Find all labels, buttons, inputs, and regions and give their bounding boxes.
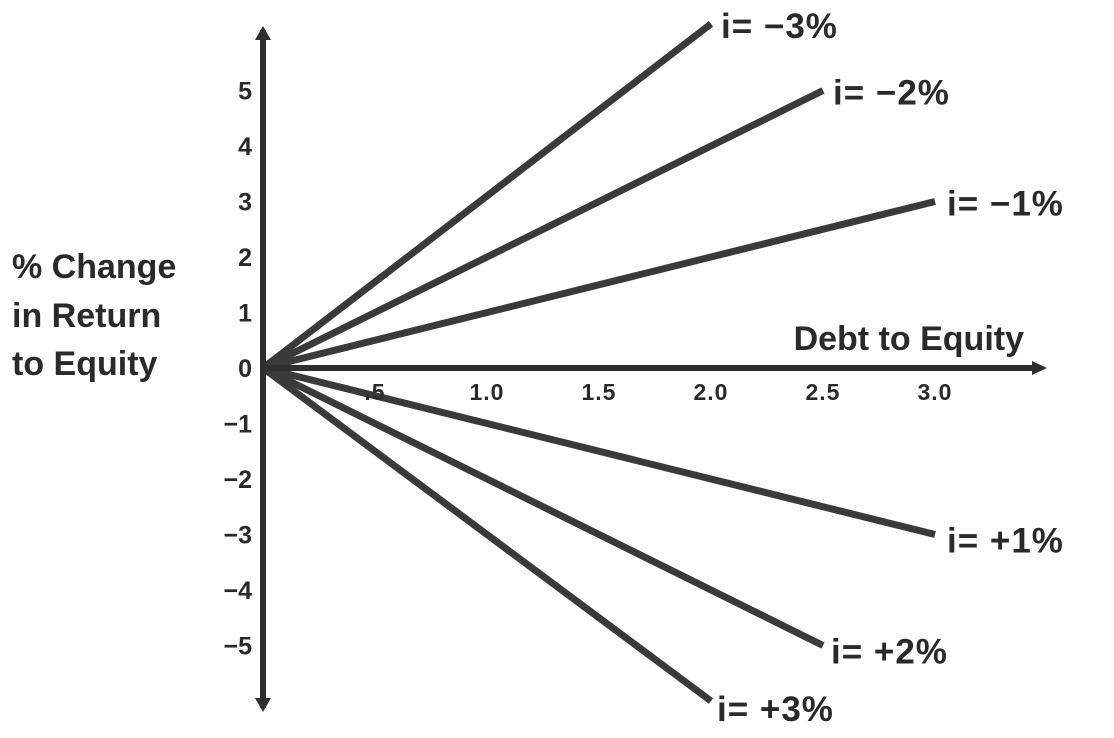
series-line-2: [261, 87, 825, 372]
series-label-4: i= +1%: [947, 522, 1064, 561]
x-tick-label: .5: [364, 379, 385, 405]
x-tick-label: 3.0: [918, 379, 953, 405]
series-layer: [260, 21, 936, 704]
x-tick-label: 2.5: [806, 379, 841, 405]
y-axis-title-line-3: to Equity: [12, 345, 158, 383]
x-tick-label: 1.0: [470, 379, 505, 405]
series-label-6: i= +3%: [717, 690, 834, 729]
series-label-2: i= −2%: [833, 74, 950, 113]
series-line-4: [262, 364, 936, 538]
x-tick-labels: .5 1.0 1.5 2.0 2.5 3.0: [364, 379, 953, 405]
y-tick-label: −5: [223, 633, 252, 661]
y-axis-arrow-top: [255, 26, 271, 40]
series-line-6: [260, 365, 714, 704]
y-tick-label: −2: [223, 466, 252, 494]
series-label-5: i= +2%: [831, 633, 948, 672]
series-line-1: [260, 21, 714, 371]
y-tick-label: −3: [223, 522, 252, 550]
x-tick-label: 2.0: [694, 379, 729, 405]
series-labels: i= −3% i= −2% i= −1% i= +1% i= +2% i= +3%: [717, 7, 1064, 729]
y-tick-label: 1: [238, 300, 252, 328]
y-tick-label: 5: [238, 78, 252, 106]
y-axis-title-line-2: in Return: [12, 297, 161, 335]
series-line-3: [262, 198, 936, 372]
y-axis-arrow-bottom: [255, 698, 271, 712]
series-label-3: i= −1%: [947, 185, 1064, 224]
y-axis-title-line-1: % Change: [12, 248, 176, 286]
series-line-5: [261, 364, 825, 649]
x-axis-title: Debt to Equity: [794, 320, 1025, 358]
y-tick-label: 0: [238, 355, 252, 383]
y-tick-labels: 5 4 3 2 1 0 −1 −2 −3 −4 −5: [223, 78, 252, 661]
x-tick-label: 1.5: [582, 379, 617, 405]
y-tick-label: 2: [238, 244, 252, 272]
y-tick-label: −1: [223, 411, 252, 439]
x-axis-arrow: [1032, 361, 1047, 375]
y-tick-label: 3: [238, 189, 252, 217]
series-label-1: i= −3%: [721, 7, 838, 46]
y-tick-label: −4: [223, 577, 252, 605]
y-axis-title: % Change in Return to Equity: [12, 248, 176, 383]
y-tick-label: 4: [238, 133, 252, 161]
